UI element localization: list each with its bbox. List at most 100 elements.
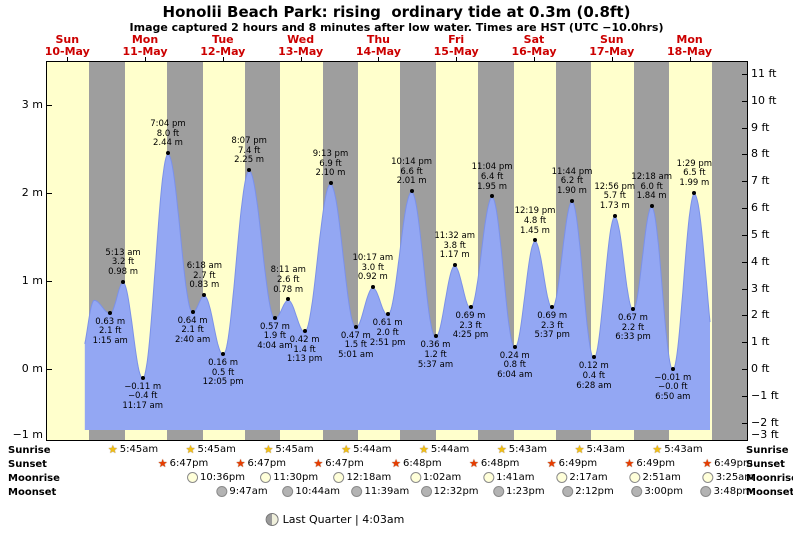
astro-time: 10:44am [295, 486, 341, 497]
tide-height-ft: 1.5 ft [344, 340, 367, 351]
tide-height-ft: 2.1 ft [181, 325, 204, 336]
day-tick [300, 57, 302, 62]
astro-entry-sunset: ★ 6:48pm [391, 458, 441, 469]
axis-label-m: 2 m [21, 186, 43, 199]
axis-tick-ft [742, 369, 747, 370]
tide-height-ft: 6.9 ft [319, 158, 342, 169]
astro-entry-moonrise: 10:36pm [187, 472, 245, 483]
tide-time: 11:04 pm [471, 162, 513, 173]
tide-time: 4:25 pm [452, 330, 489, 341]
tide-height-m: 0.61 m [372, 318, 403, 329]
axis-label-m: 0 m [21, 362, 43, 375]
astro-row-label-sunrise-right: Sunrise [746, 445, 789, 456]
tide-height-ft: 1.9 ft [263, 331, 287, 342]
astro-time: 6:49pm [558, 458, 598, 469]
tide-height-ft: 6.0 ft [640, 181, 663, 192]
tide-height-ft: 0.5 ft [211, 367, 235, 378]
tide-height-ft: 3.8 ft [443, 240, 466, 251]
day-tick [689, 57, 691, 62]
astro-time: 2:12pm [575, 486, 614, 497]
astro-time: 10:36pm [200, 472, 245, 483]
tide-height-m: 0.47 m [340, 330, 371, 341]
astro-time: 6:47pm [247, 458, 286, 469]
astro-entry-moonset: 3:00pm [631, 486, 683, 497]
tide-height-ft: 3.2 ft [111, 257, 135, 268]
day-date: 16-May [511, 45, 557, 58]
sunset-star-icon: ★ [313, 457, 324, 470]
astro-time: 5:45am [119, 444, 159, 455]
tide-annotation-low: 0.24 m 0.8 ft 6:04 am [487, 350, 543, 381]
tide-dot [468, 305, 473, 310]
axis-label-ft: 5 ft [751, 227, 770, 241]
tide-dot [433, 334, 438, 339]
tide-time: 11:32 am [434, 231, 476, 242]
moon-phase-label: Last Quarter | 4:03am [282, 513, 405, 526]
tide-height-ft: 8.0 ft [156, 128, 180, 139]
sunset-star-icon: ★ [702, 457, 713, 470]
axis-label-m: −1 m [12, 428, 43, 441]
tide-annotation-high: 12:19 pm 4.8 ft 1.45 m [507, 207, 563, 236]
axis-label-ft: 3 ft [751, 281, 770, 295]
day-label: Sun 10-May [27, 34, 107, 58]
astro-row-label-sunrise-left: Sunrise [8, 445, 51, 456]
day-tick [67, 57, 69, 62]
day-label: Sun 17-May [572, 34, 652, 58]
tide-height-ft: 4.8 ft [523, 215, 547, 226]
day-name: Mon [676, 33, 703, 46]
tide-dot [612, 213, 617, 218]
tide-height-m: 0.16 m [208, 357, 239, 368]
axis-tick-m [47, 281, 52, 282]
moonrise-moon-icon [333, 472, 345, 483]
day-name: Wed [287, 33, 315, 46]
tide-line [84, 153, 711, 380]
astro-entry-sunset: ★ 6:47pm [158, 458, 208, 469]
tide-time: 7:04 pm [150, 119, 186, 130]
tide-height-m: 0.67 m [618, 313, 648, 324]
day-date: 17-May [589, 45, 635, 58]
astro-row-label-moonset-left: Moonset [8, 487, 57, 498]
tide-height-m: 1.95 m [477, 181, 508, 192]
tide-height-m: 2.44 m [152, 138, 183, 149]
tide-height-ft: 3.0 ft [361, 262, 385, 273]
astro-entry-sunset: ★ 6:49pm [547, 458, 597, 469]
tide-time: 12:56 pm [594, 181, 636, 192]
sunset-star-icon: ★ [235, 457, 246, 470]
tide-annotation-high: 11:44 pm 6.2 ft 1.90 m [544, 167, 600, 197]
moonrise-moon-icon [260, 472, 272, 483]
axis-tick-ft [742, 73, 747, 75]
astro-entry-moonrise: 11:30pm [260, 472, 318, 483]
day-date: 18-May [667, 45, 713, 58]
day-date: 11-May [122, 45, 168, 58]
moonset-moon-icon [700, 486, 712, 497]
tide-dot [670, 366, 675, 371]
tide-curve-svg [84, 153, 711, 431]
tide-dot [140, 375, 145, 380]
astro-time: 6:48pm [403, 458, 442, 469]
axis-label-m: 3 m [21, 98, 43, 111]
tide-height-m: 0.24 m [499, 350, 530, 361]
tide-time: 10:17 am [352, 253, 394, 264]
tide-height-ft: 2.3 ft [459, 320, 482, 331]
astro-entry-sunrise: ★ 5:44am [341, 444, 391, 455]
tide-height-ft: 0.4 ft [582, 371, 606, 382]
axis-label-ft: 7 ft [751, 174, 770, 188]
tide-annotation-low: 0.12 m 0.4 ft 6:28 am [566, 362, 622, 391]
day-name: Sat [523, 33, 545, 46]
tide-dot [302, 329, 307, 334]
moonrise-moon-icon [409, 472, 421, 483]
tide-area [84, 154, 711, 431]
sunrise-star-icon: ★ [341, 443, 352, 456]
tide-height-m: 2.01 m [396, 176, 427, 187]
tide-dot [591, 355, 596, 360]
axis-tick-ft [742, 422, 747, 424]
astro-entry-sunrise: ★ 5:44am [419, 444, 469, 455]
tide-dot [385, 312, 390, 317]
astro-time: 1:02am [422, 472, 462, 483]
astro-time: 1:23pm [506, 486, 545, 497]
day-label: Thu 14-May [338, 34, 418, 58]
tide-height-m: 0.57 m [259, 321, 290, 332]
tide-annotation-low: 0.57 m 1.9 ft 4:04 am [247, 321, 303, 352]
tide-annotation-high: 9:13 pm 6.9 ft 2.10 m [303, 150, 359, 179]
tide-time: 6:04 am [497, 370, 533, 381]
tide-annotation-low: −0.11 m −0.4 ft 11:17 am [115, 382, 171, 412]
